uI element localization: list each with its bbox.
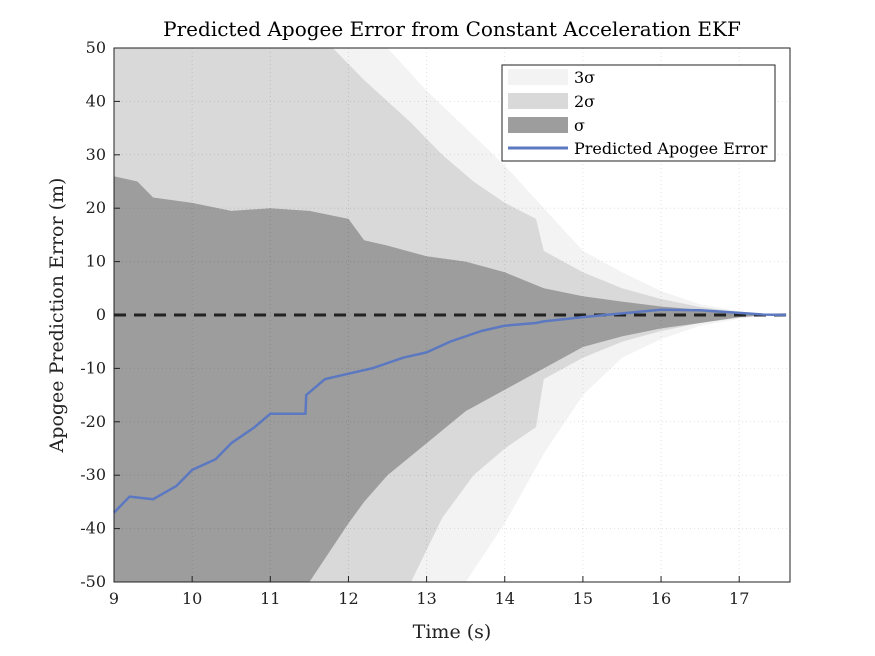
y-tick-label: 20 [86, 198, 106, 217]
x-axis-label: Time (s) [413, 621, 492, 643]
x-tick-label: 15 [573, 589, 593, 608]
band-sigma [114, 176, 787, 582]
y-axis-label: Apogee Prediction Error (m) [46, 178, 68, 454]
x-tick-label: 14 [495, 589, 515, 608]
y-tick-label: 40 [86, 91, 106, 110]
y-axis-ticks: -50 -40 -30 -20 -10 0 10 20 30 40 50 [80, 38, 120, 591]
x-tick-label: 17 [729, 589, 749, 608]
y-tick-label: -20 [80, 412, 106, 431]
legend-label-predicted: Predicted Apogee Error [574, 139, 768, 158]
y-tick-label: 10 [86, 252, 106, 271]
x-tick-label: 9 [109, 589, 119, 608]
y-tick-label: 30 [86, 145, 106, 164]
y-tick-label: 50 [86, 38, 106, 57]
x-tick-label: 10 [182, 589, 202, 608]
legend-label-sigma: σ [574, 116, 585, 135]
legend-swatch-3sigma [508, 69, 568, 85]
y-tick-label: -30 [80, 465, 106, 484]
y-tick-label: -40 [80, 519, 106, 538]
legend-label-3sigma: 3σ [574, 68, 595, 87]
legend-swatch-sigma [508, 117, 568, 133]
legend-swatch-2sigma [508, 93, 568, 109]
predicted-apogee-error-line [113, 308, 787, 514]
x-tick-label: 12 [338, 589, 358, 608]
x-tick-label: 16 [651, 589, 671, 608]
legend: 3σ 2σ σ Predicted Apogee Error [501, 64, 776, 162]
x-axis-ticks: 9 10 11 12 13 14 15 16 17 [109, 576, 749, 608]
y-tick-label: -50 [80, 572, 106, 591]
y-tick-label: -10 [80, 358, 106, 377]
y-tick-label: 0 [96, 305, 106, 324]
legend-label-2sigma: 2σ [574, 92, 595, 111]
x-tick-label: 11 [260, 589, 280, 608]
chart-title: Predicted Apogee Error from Constant Acc… [163, 17, 741, 41]
confidence-bands [114, 48, 787, 582]
x-tick-label: 13 [416, 589, 436, 608]
